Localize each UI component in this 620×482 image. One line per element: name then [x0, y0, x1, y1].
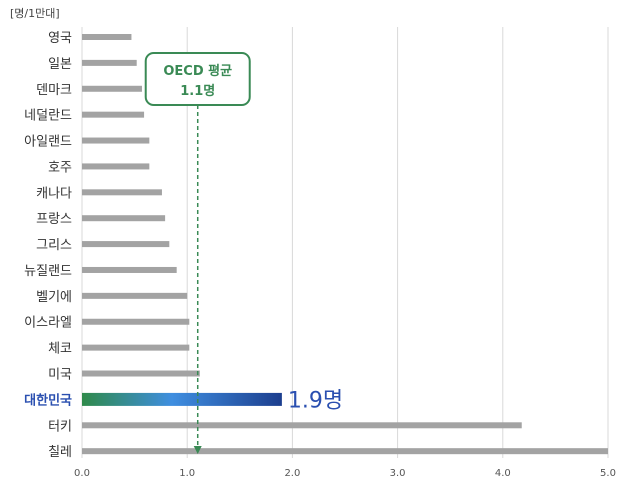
x-tick-label: 1.0: [179, 468, 195, 479]
bar: [82, 85, 142, 92]
bars: 1.9명: [82, 34, 608, 455]
x-tick-label: 3.0: [390, 468, 406, 479]
oecd-average-annotation: OECD 평균 1.1명: [144, 52, 251, 454]
bar: [82, 448, 608, 455]
bar: [82, 59, 137, 66]
category-label: 덴마크: [36, 83, 72, 98]
bar: [82, 111, 145, 118]
category-label: 프랑스: [36, 212, 72, 227]
oecd-average-arrow: [193, 446, 202, 454]
bar: [82, 370, 200, 377]
category-label: 벨기에: [36, 290, 72, 305]
bar: [82, 215, 166, 222]
bar: [82, 266, 177, 273]
bar: [82, 344, 190, 351]
bar: [82, 189, 162, 196]
oecd-average-title: OECD 평균: [163, 63, 232, 79]
bar-highlight: [82, 392, 282, 406]
category-labels: 영국일본덴마크네덜란드아일랜드호주캐나다프랑스그리스뉴질랜드벨기에이스라엘체코미…: [24, 31, 72, 460]
category-label: 칠레: [48, 445, 72, 460]
category-label: 네덜란드: [24, 109, 72, 124]
bar: [82, 292, 188, 299]
oecd-average-box: [144, 52, 251, 106]
bar: [82, 34, 132, 40]
x-tick-label: 4.0: [495, 468, 511, 479]
oecd-average-value: 1.1명: [180, 83, 215, 99]
x-tick-label: 0.0: [74, 468, 90, 479]
x-axis-ticks: 0.0 1.0 2.0 3.0 4.0 5.0: [74, 468, 616, 479]
category-label: 미국: [48, 368, 72, 383]
category-label: 그리스: [36, 238, 72, 253]
highlight-value-label: 1.9명: [288, 388, 343, 413]
category-label: 체코: [48, 342, 72, 357]
category-label: 호주: [48, 160, 72, 175]
bar: [82, 163, 150, 170]
category-label: 일본: [48, 57, 72, 72]
x-tick-label: 5.0: [600, 468, 616, 479]
bar: [82, 422, 522, 429]
bar: [82, 318, 190, 325]
unit-label: [명/1만대]: [10, 7, 60, 20]
bar: [82, 137, 150, 144]
x-tick-label: 2.0: [284, 468, 300, 479]
category-label: 대한민국: [24, 392, 72, 408]
category-label: 이스라엘: [24, 316, 72, 331]
bar: [82, 241, 170, 248]
category-label: 뉴질랜드: [24, 264, 72, 279]
category-label: 캐나다: [36, 186, 72, 201]
category-label: 영국: [48, 31, 72, 46]
category-label: 아일랜드: [24, 135, 72, 150]
category-label: 터키: [48, 419, 72, 434]
